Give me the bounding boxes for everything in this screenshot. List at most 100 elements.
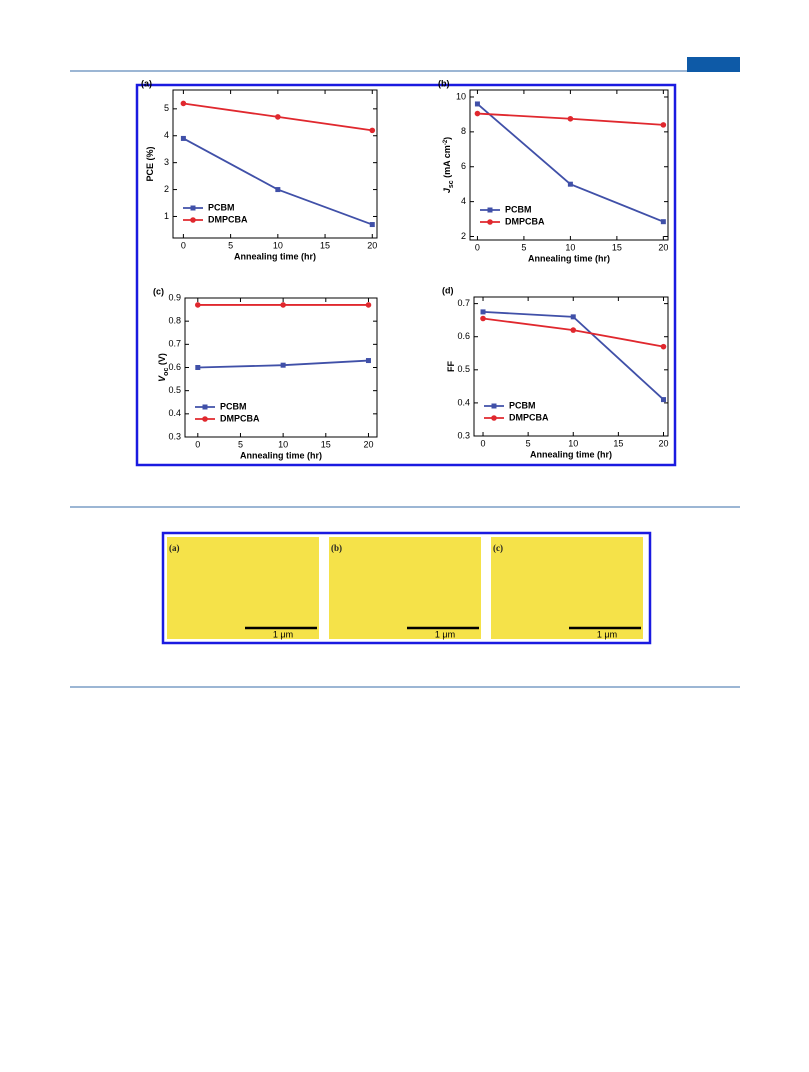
legend-marker: [202, 416, 208, 422]
x-tick-label: 10: [565, 242, 575, 252]
marker: [660, 219, 666, 225]
y-axis-label-part: V: [157, 375, 167, 382]
x-tick-label: 15: [321, 439, 331, 449]
legend-label: DMPCBA: [505, 216, 545, 226]
y-tick-label: 0.6: [457, 331, 470, 341]
x-axis-label: Annealing time (hr): [234, 251, 316, 261]
y-tick-label: 0.7: [168, 339, 181, 349]
afm-image-texture: [329, 537, 481, 639]
legend-label: PCBM: [509, 400, 536, 410]
marker: [365, 358, 371, 364]
y-tick-label: 0.4: [168, 408, 181, 418]
header-tab: [687, 57, 740, 72]
y-tick-label: 2: [164, 184, 169, 194]
y-tick-label: 0.5: [457, 364, 470, 374]
scale-label: 1 μm: [597, 629, 617, 639]
marker: [660, 122, 667, 128]
marker: [660, 343, 667, 350]
marker: [280, 302, 286, 308]
marker: [480, 309, 486, 315]
panel-label: (c): [153, 286, 164, 296]
x-tick-label: 15: [613, 438, 623, 448]
y-tick-label: 4: [164, 130, 169, 140]
y-tick-label: 5: [164, 103, 169, 113]
x-tick-label: 10: [273, 240, 283, 250]
marker: [660, 397, 666, 403]
x-tick-label: 5: [238, 439, 243, 449]
marker: [369, 127, 376, 134]
marker: [567, 115, 574, 122]
marker: [567, 181, 573, 187]
plot-frame: [473, 296, 669, 437]
marker: [180, 100, 187, 107]
x-tick-label: 20: [363, 439, 373, 449]
y-axis-label-part: -2: [443, 139, 449, 145]
y-tick-label: 0.5: [168, 385, 181, 395]
legend-marker: [202, 404, 208, 410]
legend-label: DMPCBA: [208, 214, 248, 224]
x-axis-label: Annealing time (hr): [528, 253, 610, 263]
legend-marker: [190, 205, 196, 211]
legend-label: PCBM: [505, 204, 532, 214]
y-axis-label: Jsc (mA cm-2): [442, 137, 455, 193]
legend-label: DMPCBA: [509, 412, 549, 422]
marker: [365, 302, 372, 308]
figure-frame: [135, 83, 677, 467]
x-tick-label: 10: [568, 438, 578, 448]
x-tick-label: 15: [612, 242, 622, 252]
y-tick-label: 0.4: [457, 397, 470, 407]
y-tick-label: 4: [461, 196, 466, 206]
y-tick-label: 0.3: [168, 431, 181, 441]
y-axis-label-part: FF: [446, 361, 456, 372]
marker: [275, 114, 281, 120]
afm-image-texture: [491, 537, 643, 639]
y-tick-label: 0.7: [457, 298, 470, 308]
y-tick-label: 0.8: [168, 316, 181, 326]
legend-marker: [487, 207, 493, 213]
legend-marker: [491, 403, 497, 409]
legend-label: DMPCBA: [220, 413, 260, 423]
y-tick-label: 0.3: [457, 430, 470, 440]
x-tick-label: 0: [481, 438, 486, 448]
x-tick-label: 0: [475, 242, 480, 252]
y-axis-label: PCE (%): [145, 146, 155, 181]
marker: [570, 327, 577, 333]
marker: [180, 135, 186, 141]
marker: [480, 315, 486, 322]
marker: [280, 362, 286, 368]
y-tick-label: 3: [164, 157, 169, 167]
x-tick-label: 15: [320, 240, 330, 250]
plot-frame: [469, 89, 669, 241]
y-tick-label: 0.9: [168, 292, 181, 302]
marker: [474, 101, 480, 107]
y-axis-label: Voc (V): [157, 353, 170, 382]
marker: [195, 302, 201, 308]
afm-panel-label: (a): [169, 543, 180, 553]
marker: [275, 187, 281, 193]
legend-marker: [491, 415, 497, 421]
panel-label: (b): [438, 78, 450, 88]
y-tick-label: 10: [456, 91, 466, 101]
x-tick-label: 5: [526, 438, 531, 448]
legend-label: PCBM: [220, 401, 247, 411]
x-axis-label: Annealing time (hr): [240, 450, 322, 460]
legend-marker: [190, 217, 196, 223]
y-tick-label: 0.6: [168, 362, 181, 372]
marker: [369, 222, 375, 228]
y-axis-label-part: sc: [448, 180, 455, 188]
marker: [474, 110, 481, 117]
panel-label: (d): [442, 285, 454, 295]
y-axis-label-part: PCE (%): [145, 146, 155, 181]
scale-label: 1 μm: [435, 629, 455, 639]
x-axis-label: Annealing time (hr): [530, 449, 612, 459]
y-tick-label: 2: [461, 231, 466, 241]
y-axis-label-part: oc: [163, 368, 170, 376]
plot-frame: [172, 89, 378, 239]
y-axis-label-part: J: [442, 187, 452, 193]
y-axis-label-part: (V): [157, 353, 167, 368]
y-tick-label: 6: [461, 161, 466, 171]
x-tick-label: 20: [367, 240, 377, 250]
x-tick-label: 5: [521, 242, 526, 252]
